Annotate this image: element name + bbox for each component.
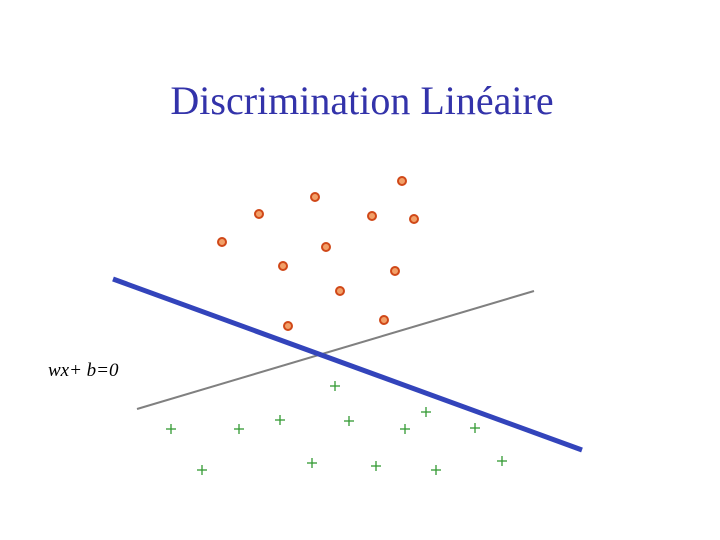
point xyxy=(310,192,320,202)
plus-point xyxy=(166,424,176,434)
plus-point xyxy=(431,465,441,475)
point xyxy=(367,211,377,221)
plus-point xyxy=(275,415,285,425)
plus-point xyxy=(307,458,317,468)
plus-point xyxy=(197,465,207,475)
point xyxy=(254,209,264,219)
true-boundary xyxy=(136,290,535,410)
point xyxy=(278,261,288,271)
point xyxy=(321,242,331,252)
plus-point xyxy=(234,424,244,434)
plus-point xyxy=(421,407,431,417)
plus-point xyxy=(344,416,354,426)
plus-point xyxy=(470,423,480,433)
separator-line xyxy=(112,276,583,453)
point xyxy=(335,286,345,296)
point xyxy=(283,321,293,331)
class-b-points xyxy=(166,381,507,475)
plus-point xyxy=(497,456,507,466)
point xyxy=(379,315,389,325)
point xyxy=(390,266,400,276)
point xyxy=(397,176,407,186)
plus-point xyxy=(330,381,340,391)
slide-title: Discrimination Linéaire xyxy=(170,78,553,123)
plus-point xyxy=(400,424,410,434)
point xyxy=(409,214,419,224)
point xyxy=(217,237,227,247)
boundary-label: wx+ b=0 xyxy=(48,360,119,381)
plus-point xyxy=(371,461,381,471)
class-a-points xyxy=(217,176,419,331)
